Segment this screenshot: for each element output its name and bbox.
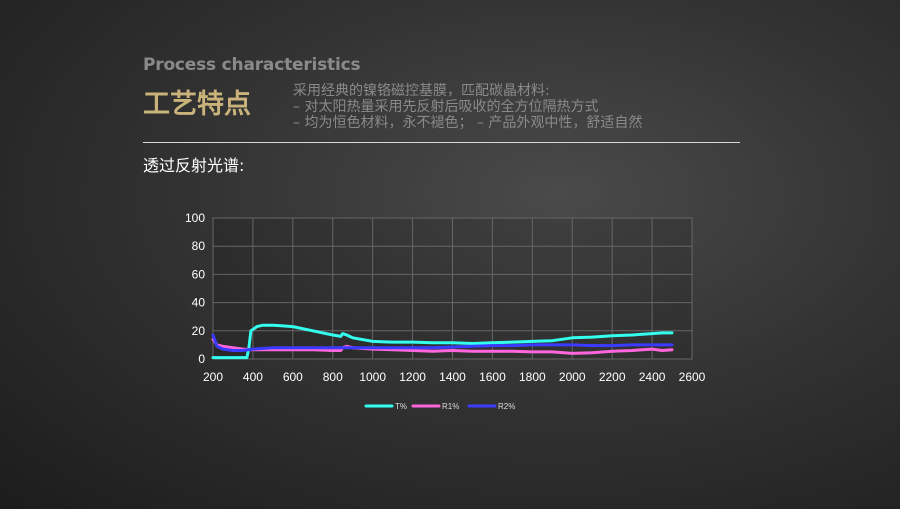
legend-label: T% — [395, 402, 407, 411]
spectrum-chart: 0 20 40 60 80 100 200 400 600 800 1000 1200 1400 160… — [185, 211, 706, 411]
x-tick-label: 600 — [283, 370, 303, 384]
desc-line-1: 采用经典的镍铬磁控基膜，匹配碳晶材料: — [293, 83, 550, 99]
section-label: 透过反射光谱: — [143, 156, 245, 175]
y-tick-label: 20 — [192, 324, 206, 338]
y-axis-labels: 0 20 40 60 80 100 — [185, 211, 205, 366]
x-tick-label: 1000 — [359, 370, 386, 384]
x-tick-label: 1400 — [439, 370, 466, 384]
x-tick-label: 1800 — [519, 370, 546, 384]
legend: T% R1% R2% — [364, 402, 515, 411]
desc-line-3: – 均为恒色材料，永不褪色； – 产品外观中性，舒适自然 — [293, 115, 643, 131]
x-axis-labels: 200 400 600 800 1000 1200 1400 1600 1800 2000 2200… — [203, 370, 706, 384]
series-line-r2 — [211, 333, 674, 352]
y-tick-label: 60 — [192, 267, 206, 281]
x-tick-label: 200 — [203, 370, 223, 384]
x-tick-label: 400 — [243, 370, 263, 384]
x-tick-label: 1200 — [399, 370, 426, 384]
x-tick-label: 800 — [323, 370, 343, 384]
page-title: 工艺特点 — [143, 89, 251, 120]
x-tick-label: 2600 — [679, 370, 706, 384]
y-tick-label: 0 — [198, 352, 205, 366]
legend-label: R2% — [498, 402, 515, 411]
y-tick-label: 100 — [185, 211, 205, 225]
x-tick-label: 2000 — [559, 370, 586, 384]
y-tick-label: 40 — [192, 296, 206, 310]
x-tick-label: 2400 — [639, 370, 666, 384]
description: 采用经典的镍铬磁控基膜，匹配碳晶材料: – 对太阳热量采用先反射后吸收的全方位隔… — [293, 83, 642, 131]
legend-label: R1% — [442, 402, 459, 411]
desc-line-2: – 对太阳热量采用先反射后吸收的全方位隔热方式 — [293, 99, 599, 115]
series-layer — [211, 323, 674, 360]
x-tick-label: 1600 — [479, 370, 506, 384]
divider — [143, 142, 740, 143]
subtitle-en: Process characteristics — [143, 55, 361, 75]
x-tick-label: 2200 — [599, 370, 626, 384]
series-line-t — [211, 323, 674, 360]
y-tick-label: 80 — [192, 239, 206, 253]
